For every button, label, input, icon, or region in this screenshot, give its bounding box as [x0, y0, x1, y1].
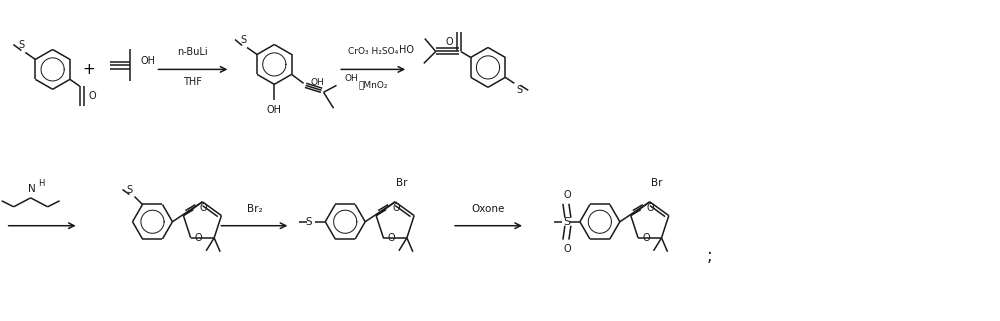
- Text: Br₂: Br₂: [247, 204, 262, 214]
- Text: O: O: [642, 233, 650, 243]
- Text: THF: THF: [183, 77, 202, 87]
- Text: Oxone: Oxone: [472, 204, 505, 214]
- Text: Br: Br: [651, 178, 662, 188]
- Text: O: O: [563, 190, 571, 200]
- Text: Br: Br: [396, 178, 408, 188]
- Text: S: S: [126, 185, 133, 195]
- Text: O: O: [387, 233, 395, 243]
- Text: +: +: [82, 62, 95, 77]
- Text: N: N: [28, 184, 36, 194]
- Text: O: O: [89, 91, 97, 101]
- Text: O: O: [199, 203, 207, 213]
- Text: OH: OH: [140, 56, 156, 66]
- Text: O: O: [563, 244, 571, 254]
- Text: ;: ;: [707, 247, 713, 265]
- Text: OH: OH: [345, 74, 358, 83]
- Text: O: O: [195, 233, 202, 243]
- Text: S: S: [18, 40, 24, 50]
- Text: 或MnO₂: 或MnO₂: [358, 80, 388, 89]
- Text: S: S: [306, 217, 312, 227]
- Text: S: S: [240, 36, 246, 46]
- Text: H: H: [38, 179, 44, 188]
- Text: n-BuLi: n-BuLi: [178, 48, 208, 57]
- Text: CrO₃ H₂SO₄: CrO₃ H₂SO₄: [348, 47, 398, 56]
- Text: S: S: [516, 85, 522, 95]
- Text: S: S: [563, 217, 570, 227]
- Text: O: O: [392, 203, 400, 213]
- Text: O: O: [647, 203, 654, 213]
- Text: O: O: [445, 37, 453, 47]
- Text: OH: OH: [267, 105, 282, 115]
- Text: OH: OH: [311, 78, 324, 87]
- Text: HO: HO: [399, 46, 414, 56]
